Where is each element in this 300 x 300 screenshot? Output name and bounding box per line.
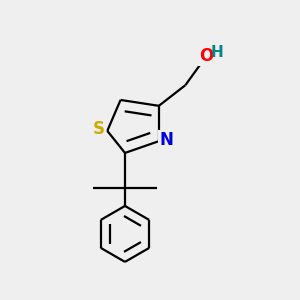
Text: N: N	[159, 131, 173, 149]
Text: S: S	[92, 120, 104, 138]
Text: O: O	[199, 47, 213, 65]
Text: H: H	[211, 45, 223, 60]
